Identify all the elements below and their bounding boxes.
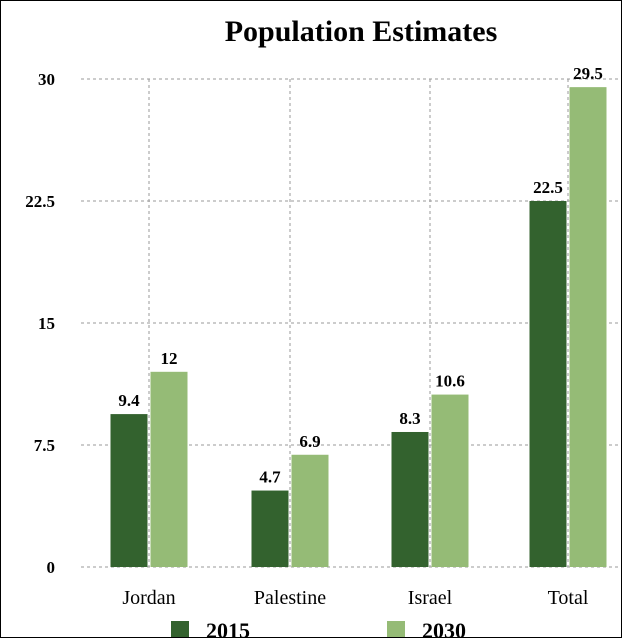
- y-axis-ticks: 0 7.5 15 22.5 30: [25, 70, 55, 577]
- bar-2030-jordan: [150, 371, 188, 567]
- y-tick-label: 15: [38, 314, 55, 333]
- chart-title: Population Estimates: [225, 15, 498, 48]
- bar-2015-jordan: [110, 414, 148, 567]
- data-label: 8.3: [399, 409, 420, 428]
- bar-2030-total: [569, 87, 607, 567]
- y-tick-label: 0: [47, 558, 56, 577]
- data-labels: 9.4 12 4.7 6.9 8.3 10.6 22.5 29.5: [118, 64, 603, 486]
- legend-swatch-2030: [387, 621, 405, 637]
- bars: [110, 87, 607, 567]
- x-tick-label: Jordan: [122, 587, 175, 609]
- legend: 2015 2030: [171, 618, 466, 637]
- data-label: 9.4: [118, 391, 140, 410]
- data-label: 6.9: [299, 432, 320, 451]
- data-label: 10.6: [435, 372, 465, 391]
- data-label: 29.5: [573, 64, 603, 83]
- y-tick-label: 30: [38, 70, 55, 89]
- bar-2030-palestine: [291, 454, 329, 567]
- x-axis-ticks: Jordan Palestine Israel Total: [122, 587, 589, 609]
- legend-label: 2015: [206, 618, 250, 637]
- data-label: 12: [161, 349, 178, 368]
- x-tick-label: Palestine: [254, 587, 326, 609]
- legend-swatch-2015: [171, 621, 189, 637]
- bar-2015-total: [529, 201, 567, 567]
- x-tick-label: Total: [548, 587, 589, 609]
- x-tick-label: Israel: [408, 587, 453, 609]
- data-label: 22.5: [533, 178, 563, 197]
- bar-2030-israel: [431, 394, 469, 567]
- bar-2015-israel: [391, 431, 429, 567]
- data-label: 4.7: [259, 468, 281, 487]
- bar-2015-palestine: [251, 490, 289, 567]
- y-tick-label: 22.5: [25, 192, 55, 211]
- legend-label: 2030: [422, 618, 466, 637]
- y-tick-label: 7.5: [34, 436, 55, 455]
